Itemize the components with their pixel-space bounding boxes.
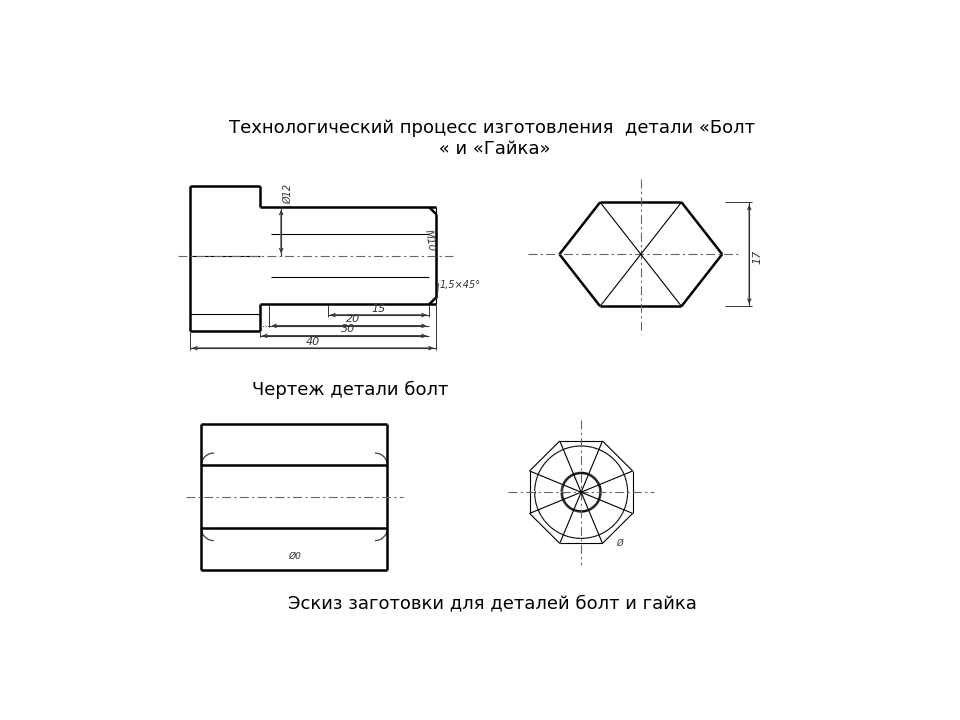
Text: 30: 30 — [341, 324, 355, 334]
Text: Ø: Ø — [616, 539, 623, 547]
Text: 15: 15 — [372, 304, 386, 313]
Text: 40: 40 — [306, 337, 320, 346]
Text: 17: 17 — [753, 251, 762, 264]
Text: 20: 20 — [346, 315, 360, 324]
Text: Ø12: Ø12 — [283, 184, 294, 204]
Text: Технологический процесс изготовления  детали «Болт
 « и «Гайка»: Технологический процесс изготовления дет… — [229, 119, 755, 158]
Text: Ø0: Ø0 — [288, 552, 300, 561]
Text: 1,5×45°: 1,5×45° — [440, 280, 480, 290]
Text: M10: M10 — [422, 229, 436, 253]
Text: Эскиз заготовки для деталей болт и гайка: Эскиз заготовки для деталей болт и гайка — [288, 595, 696, 613]
Text: Чертеж детали болт: Чертеж детали болт — [252, 381, 448, 399]
